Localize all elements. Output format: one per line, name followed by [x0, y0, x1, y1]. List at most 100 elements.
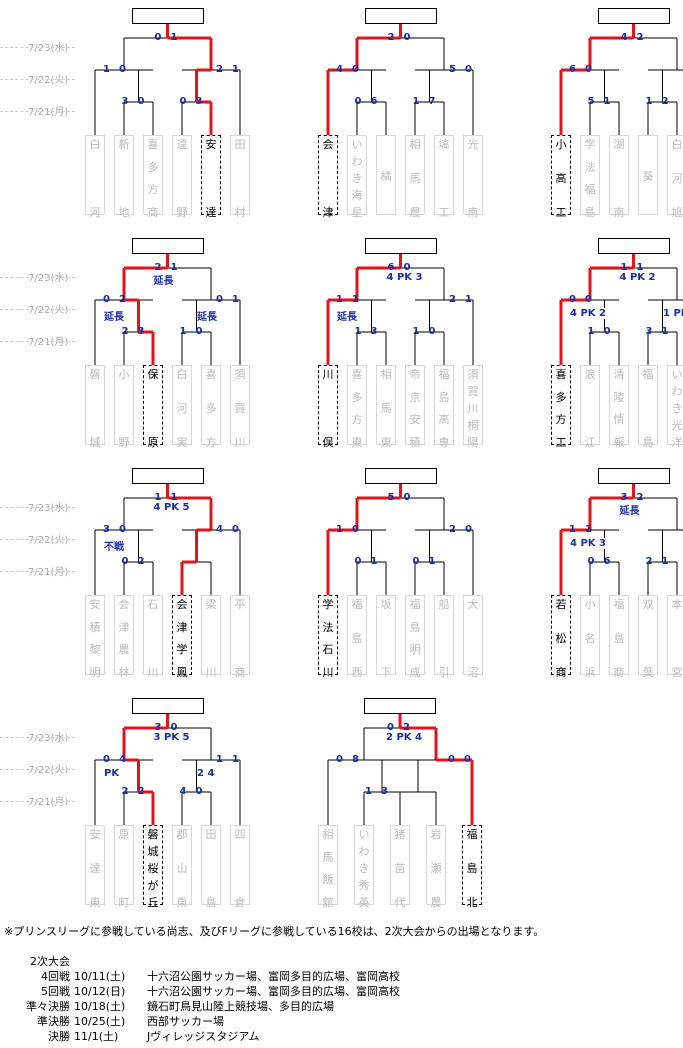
team-name-char: 成 — [409, 666, 421, 679]
team-name-char: 光 — [467, 138, 479, 151]
score-right: 2 — [137, 556, 145, 567]
team-name-char: 宮 — [671, 666, 683, 679]
date-guide-line — [0, 341, 75, 342]
team-name-char: 西 — [351, 666, 363, 679]
team-name-char: 商 — [234, 666, 246, 679]
team-name-char: 会 — [322, 138, 334, 151]
score-left: 0 — [448, 754, 455, 765]
notice-text: ※プリンスリーグに参戦している尚志、及びFリーグに参戦している16校は、2次大会… — [4, 925, 545, 938]
score-right: 1 — [232, 64, 239, 75]
team-box: 清陵情報 — [609, 365, 629, 449]
team-name-char: 多 — [205, 402, 217, 415]
team-name-char: 相 — [409, 138, 421, 151]
team-name-char: 星 — [351, 206, 363, 219]
team-name-char: 積 — [409, 436, 421, 449]
team-name-char: 小 — [584, 598, 596, 611]
team-name-char: 安 — [89, 598, 101, 611]
score-left: 1 — [336, 294, 343, 305]
match-note-label: 4 PK 5 — [153, 502, 190, 513]
score-left: 4 — [336, 64, 343, 75]
winner-box — [364, 698, 436, 714]
team-box: 光南 — [463, 135, 483, 219]
team-box: 小名浜 — [580, 595, 600, 679]
team-name-char: 学 — [584, 138, 596, 151]
team-name-char: わ — [351, 155, 363, 168]
score-right: 3 — [137, 326, 145, 337]
team-name-char: 農 — [430, 896, 442, 909]
team-name-char: 引 — [438, 666, 450, 679]
team-box: 小高工 — [551, 135, 571, 219]
score-left: 0 — [154, 32, 162, 43]
team-name-char: 安 — [205, 138, 217, 151]
match-note-label: 延長 — [104, 308, 124, 323]
team-name-char: 飯 — [322, 873, 334, 887]
team-box: 塙工 — [434, 135, 454, 219]
team-name-char: 田 — [205, 828, 217, 841]
team-box: 安達 — [201, 135, 221, 219]
match-note-label: 延長 — [619, 502, 640, 517]
team-name-char: 下 — [380, 666, 392, 679]
score-left: 0 — [587, 556, 595, 567]
team-name-char: 河 — [671, 172, 683, 185]
team-box: 保原 — [143, 365, 163, 449]
team-name-char: 川 — [467, 402, 479, 415]
team-name-char: 湖 — [613, 138, 625, 151]
team-name-char: 小 — [555, 138, 567, 151]
team-name-char: 川 — [147, 666, 159, 679]
team-name-char: 方 — [147, 183, 159, 197]
team-name-char: 川 — [322, 368, 334, 381]
team-box: 湖南 — [609, 135, 629, 219]
score-left: 3 — [645, 326, 653, 337]
team-box: 岩瀬農 — [426, 825, 446, 909]
score-left: 4 — [179, 786, 187, 797]
score-right: 0 — [352, 64, 359, 75]
score-left: 1 — [365, 786, 372, 797]
team-name-char: 会 — [118, 598, 130, 611]
schedule-round: 5回戦 — [41, 985, 70, 998]
team-name-char: 葉 — [642, 666, 654, 679]
winner-box — [597, 238, 670, 254]
score-right: 1 — [661, 326, 669, 337]
team-name-char: 須 — [467, 368, 479, 381]
date-label: 7/23(水) — [28, 733, 69, 744]
score-right: 3 — [381, 786, 388, 797]
score-right: 1 — [661, 556, 669, 567]
team-box: 田島 — [201, 825, 221, 909]
team-name-char: 村 — [234, 206, 246, 219]
date-label: 7/21(月) — [28, 107, 69, 118]
date-guide-line — [0, 769, 75, 770]
winner-box — [131, 698, 204, 714]
team-box: 浪江 — [580, 365, 600, 449]
team-box: 喜多方 — [201, 365, 221, 449]
winner-box — [364, 8, 437, 24]
winner-box — [131, 8, 204, 24]
team-name-char: 方 — [205, 436, 217, 449]
team-name-char: 秀 — [358, 879, 370, 892]
team-box: いわき秀英 — [354, 825, 374, 909]
team-name-char: 工 — [555, 206, 567, 219]
team-box: 会津農林 — [114, 595, 134, 679]
score-left: 5 — [587, 96, 595, 107]
match-note-label: 4 PK 3 — [386, 272, 423, 283]
date-guide-line — [0, 277, 75, 278]
team-name-char: 高 — [555, 172, 567, 185]
team-name-char: 原 — [118, 828, 130, 841]
team-box: 福島商 — [609, 595, 629, 679]
score-left: 1 — [354, 326, 362, 337]
team-name-char: 丘 — [147, 896, 159, 909]
team-box: 磐城桜が丘 — [143, 825, 163, 909]
winner-box — [131, 468, 204, 484]
score-left: 1 — [569, 524, 576, 535]
team-name-char: 橘 — [380, 170, 392, 183]
team-name-char: 江 — [584, 436, 596, 449]
team-box: 若松商 — [551, 595, 571, 679]
team-name-char: 多 — [351, 390, 363, 404]
team-box: 郡山東 — [172, 825, 192, 909]
score-left: 0 — [179, 96, 187, 107]
team-name-char: 農 — [118, 643, 130, 657]
score-left: 0 — [387, 722, 394, 733]
match-note-label: 延長 — [337, 308, 357, 323]
score-left: 3 — [620, 492, 628, 503]
team-box: 磐城 — [85, 365, 105, 449]
